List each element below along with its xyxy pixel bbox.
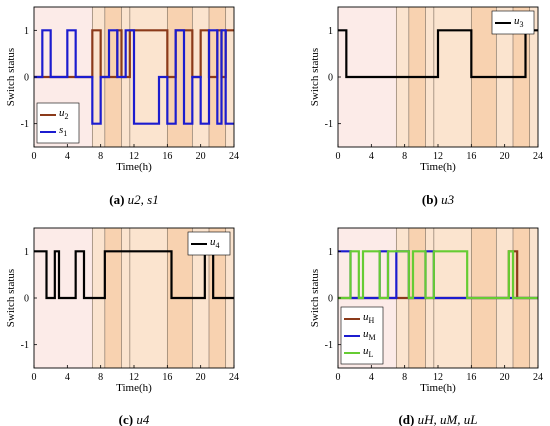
series-line-uL — [338, 250, 538, 300]
panel-caption: (d) uH, uM, uL — [398, 412, 477, 426]
series-line-u4 — [34, 250, 234, 300]
x-tick-label: 0 — [32, 372, 37, 383]
y-tick-label: -1 — [325, 119, 333, 130]
y-axis-label: Switch status — [309, 269, 321, 327]
time-band — [433, 7, 472, 147]
x-axis-label: Time(h) — [116, 161, 152, 173]
x-tick-label: 16 — [466, 151, 476, 162]
legend-entry-uM: uM — [363, 328, 376, 342]
x-tick-label: 12 — [433, 151, 443, 162]
y-tick-label: 0 — [328, 73, 333, 84]
x-tick-label: 20 — [196, 151, 206, 162]
x-tick-label: 24 — [533, 372, 543, 383]
x-tick-label: 0 — [32, 151, 37, 162]
x-tick-label: 16 — [466, 372, 476, 383]
x-tick-label: 4 — [65, 372, 70, 383]
x-tick-label: 0 — [336, 372, 341, 383]
x-tick-label: 16 — [162, 151, 172, 162]
series-line-s1 — [34, 29, 234, 125]
y-axis-label: Switch status — [309, 48, 321, 106]
panel-caption: (a) u2, s1 — [109, 192, 158, 207]
x-axis-label: Time(h) — [420, 382, 456, 394]
legend: u3 — [491, 10, 535, 35]
x-tick-label: 4 — [369, 151, 374, 162]
legend-entry-u3: u3 — [514, 15, 524, 29]
legend-box — [491, 10, 535, 35]
legend-entry-u2: u2 — [59, 107, 69, 121]
x-tick-label: 4 — [65, 151, 70, 162]
legend-entry-s1: s1 — [59, 124, 67, 138]
y-tick-label: 0 — [24, 294, 29, 305]
time-band — [225, 7, 234, 147]
legend-entry-u4: u4 — [210, 236, 220, 250]
time-band — [121, 228, 130, 368]
x-tick-label: 8 — [98, 151, 103, 162]
time-band — [129, 228, 168, 368]
y-tick-label: 0 — [328, 294, 333, 305]
legend-box — [187, 231, 231, 256]
panel-caption: (b) u3 — [422, 192, 455, 207]
x-tick-label: 8 — [402, 151, 407, 162]
x-axis-label: Time(h) — [116, 382, 152, 394]
x-tick-label: 12 — [129, 151, 139, 162]
y-tick-label: 1 — [328, 26, 333, 37]
x-tick-label: 8 — [402, 372, 407, 383]
x-tick-label: 24 — [229, 372, 239, 383]
y-tick-label: -1 — [21, 119, 29, 130]
x-tick-label: 20 — [196, 372, 206, 383]
y-tick-label: 0 — [24, 73, 29, 84]
x-tick-label: 12 — [433, 372, 443, 383]
y-tick-label: -1 — [325, 340, 333, 351]
legend-entry-uH: uH — [363, 311, 375, 325]
y-tick-label: 1 — [24, 26, 29, 37]
x-tick-label: 24 — [533, 151, 543, 162]
time-band — [104, 228, 122, 368]
y-axis-label: Switch status — [5, 48, 17, 106]
legend: u4 — [187, 231, 231, 256]
x-tick-label: 4 — [369, 372, 374, 383]
x-tick-label: 12 — [129, 372, 139, 383]
chart-panel-3: 0 4 8 12 16 20 24 -1 0 1 Time(h) Switch status u4 — [5, 227, 239, 394]
series-line-u3 — [338, 29, 538, 79]
panel-caption: (c) u4 — [119, 412, 150, 426]
chart-panel-2: 0 4 8 12 16 20 24 -1 0 1 Time(h) Switch status u3 — [309, 6, 543, 173]
x-tick-label: 16 — [162, 372, 172, 383]
legend: uH uM uL — [340, 306, 384, 365]
x-tick-label: 24 — [229, 151, 239, 162]
x-tick-label: 0 — [336, 151, 341, 162]
x-tick-label: 20 — [500, 372, 510, 383]
y-tick-label: -1 — [21, 340, 29, 351]
legend-box — [36, 102, 80, 144]
y-axis-label: Switch status — [5, 269, 17, 327]
y-tick-label: 1 — [24, 247, 29, 258]
legend-entry-uL: uL — [363, 345, 374, 359]
x-tick-label: 20 — [500, 151, 510, 162]
x-axis-label: Time(h) — [420, 161, 456, 173]
y-tick-label: 1 — [328, 247, 333, 258]
time-band — [529, 7, 538, 147]
x-tick-label: 8 — [98, 372, 103, 383]
